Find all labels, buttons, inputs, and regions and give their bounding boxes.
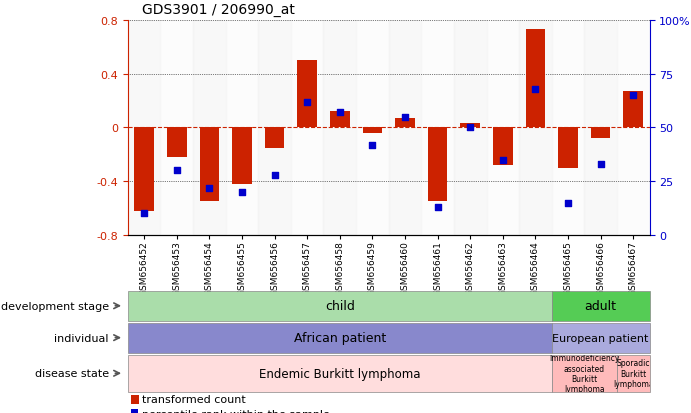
Bar xyxy=(526,30,545,128)
Point xyxy=(236,189,247,196)
Point xyxy=(530,86,541,93)
Bar xyxy=(395,119,415,128)
Bar xyxy=(131,395,139,404)
Text: disease state: disease state xyxy=(35,368,108,378)
Text: Sporadic
Burkitt
lymphoma: Sporadic Burkitt lymphoma xyxy=(613,358,654,388)
Point xyxy=(302,99,313,106)
Bar xyxy=(617,21,650,235)
Point xyxy=(399,114,410,121)
Bar xyxy=(128,355,551,392)
Bar xyxy=(617,355,650,392)
Text: European patient: European patient xyxy=(552,333,649,343)
Text: development stage: development stage xyxy=(1,301,108,311)
Bar xyxy=(558,128,578,169)
Bar xyxy=(493,128,513,166)
Bar xyxy=(454,21,486,235)
Bar xyxy=(388,21,422,235)
Text: adult: adult xyxy=(585,299,616,313)
Bar xyxy=(551,21,585,235)
Point xyxy=(595,161,606,168)
Text: transformed count: transformed count xyxy=(142,394,246,404)
Bar xyxy=(297,61,317,128)
Bar xyxy=(193,21,226,235)
Bar xyxy=(422,21,454,235)
Bar xyxy=(363,128,382,133)
Text: GDS3901 / 206990_at: GDS3901 / 206990_at xyxy=(142,2,294,17)
Bar xyxy=(160,21,193,235)
Bar xyxy=(291,21,323,235)
Point xyxy=(627,93,638,99)
Bar xyxy=(460,124,480,128)
Text: Immunodeficiency
associated
Burkitt
lymphoma: Immunodeficiency associated Burkitt lymp… xyxy=(549,353,620,394)
Bar xyxy=(128,291,551,321)
Bar xyxy=(323,21,356,235)
Point xyxy=(432,204,443,211)
Bar xyxy=(428,128,447,202)
Text: child: child xyxy=(325,299,354,313)
Bar xyxy=(258,21,291,235)
Bar xyxy=(131,409,138,413)
Text: percentile rank within the sample: percentile rank within the sample xyxy=(142,408,330,413)
Bar xyxy=(591,128,610,139)
Bar xyxy=(265,128,285,148)
Bar xyxy=(128,21,160,235)
Bar xyxy=(551,355,617,392)
Point xyxy=(334,110,346,116)
Bar xyxy=(128,323,551,353)
Bar xyxy=(623,92,643,128)
Bar xyxy=(356,21,388,235)
Bar xyxy=(551,291,650,321)
Bar xyxy=(232,128,252,184)
Bar xyxy=(519,21,551,235)
Point xyxy=(367,142,378,149)
Point xyxy=(498,157,509,164)
Bar xyxy=(226,21,258,235)
Bar xyxy=(486,21,519,235)
Bar xyxy=(134,128,154,211)
Bar xyxy=(200,128,219,202)
Point xyxy=(204,185,215,192)
Point xyxy=(562,200,574,206)
Point xyxy=(171,168,182,174)
Text: African patient: African patient xyxy=(294,331,386,344)
Point xyxy=(269,172,280,178)
Bar xyxy=(330,112,350,128)
Point xyxy=(139,211,150,217)
Bar xyxy=(551,323,650,353)
Bar xyxy=(585,21,617,235)
Text: Endemic Burkitt lymphoma: Endemic Burkitt lymphoma xyxy=(259,367,421,380)
Point xyxy=(464,125,475,131)
Text: individual: individual xyxy=(54,333,108,343)
Bar xyxy=(167,128,187,157)
